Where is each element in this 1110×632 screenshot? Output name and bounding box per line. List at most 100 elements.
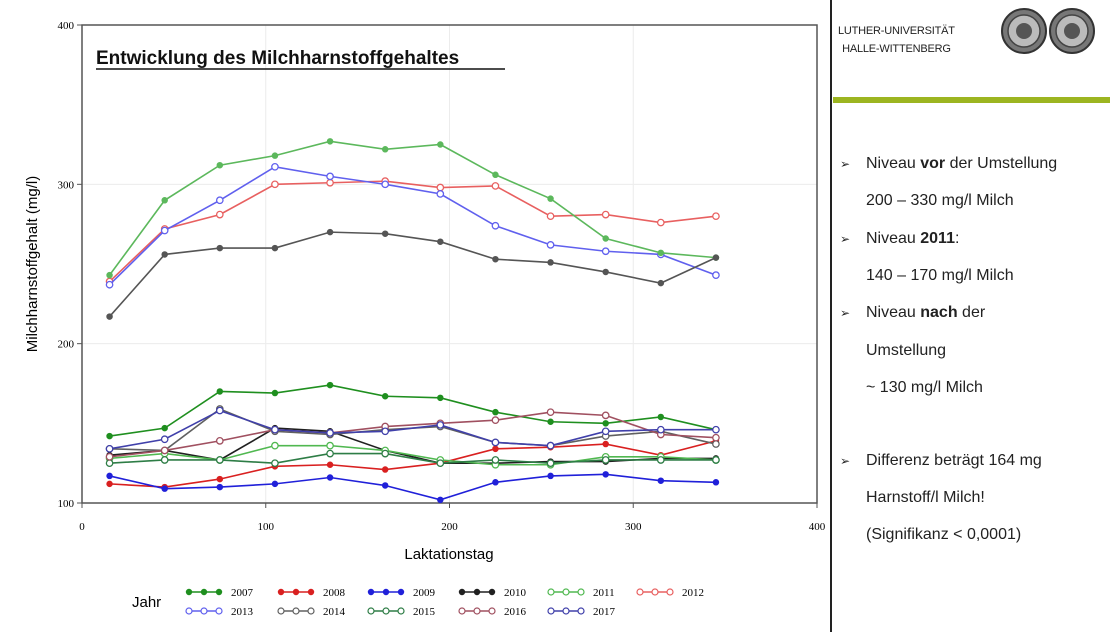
data-point (492, 255, 499, 263)
data-point (215, 196, 224, 205)
series-line (109, 384, 717, 437)
data-point (436, 421, 445, 429)
y-tick-label: 200 (58, 339, 75, 351)
note-1-text-end: der Umstellung (945, 155, 1058, 172)
data-point (491, 221, 500, 230)
note-3-bold: nach (920, 304, 958, 321)
data-point (105, 452, 114, 461)
series-2008 (106, 437, 720, 491)
note-2: ➢ Niveau 2011: (840, 230, 959, 248)
data-point (602, 268, 609, 276)
data-point (381, 146, 389, 153)
legend-label: 2009 (413, 587, 436, 599)
legend-marker (185, 607, 193, 615)
data-point (492, 171, 499, 179)
x-tick-label: 200 (441, 521, 458, 533)
data-point (381, 466, 389, 473)
data-point (326, 429, 334, 437)
legend-item: 2013 (185, 606, 254, 618)
legend-marker (277, 588, 285, 596)
series-2014 (105, 405, 720, 455)
legend-marker (215, 588, 223, 596)
data-point (216, 483, 224, 491)
data-point (271, 152, 279, 159)
data-point (437, 238, 444, 245)
x-tick-label: 400 (809, 521, 826, 533)
data-point (216, 161, 224, 169)
legend-item: 2007 (185, 587, 254, 599)
legend-marker (292, 607, 300, 615)
data-point (546, 459, 555, 468)
legend-marker (200, 607, 208, 615)
x-tick-label: 0 (79, 521, 85, 533)
note-1-detail: 200 – 330 mg/l Milch (866, 192, 1014, 209)
y-axis-title: Milchharnstoffgehalt (mg/l) (24, 176, 41, 352)
legend-label: 2011 (593, 587, 615, 599)
series-unlabeled (106, 138, 720, 279)
note-2-text: Niveau (866, 230, 921, 247)
data-point (712, 440, 720, 448)
data-point (326, 172, 334, 181)
legend-marker (651, 588, 659, 596)
note-3-detail-2: ~ 130 mg/l Milch (866, 379, 983, 396)
data-point (491, 182, 500, 190)
series-2012 (105, 177, 720, 286)
data-point (105, 444, 114, 453)
data-point (326, 441, 334, 450)
legend-item: 2009 (367, 587, 436, 599)
data-point (712, 479, 720, 486)
note-2-text-end: : (954, 230, 960, 247)
data-point (160, 456, 169, 464)
data-point (437, 141, 444, 148)
data-point (381, 230, 389, 237)
data-point (326, 138, 334, 145)
data-point (271, 389, 279, 397)
note-4: ➢ Differenz beträgt 164 mg (840, 452, 1042, 470)
data-point (215, 210, 224, 219)
arrow-icon: ➢ (840, 306, 851, 320)
x-axis-title: Laktationstag (404, 546, 493, 563)
legend-item: 2014 (277, 606, 346, 618)
data-point (271, 459, 279, 468)
legend-marker (307, 607, 315, 615)
note-2-detail: 140 – 170 mg/l Milch (866, 267, 1014, 284)
legend-label: 2013 (231, 606, 254, 618)
data-point (657, 477, 665, 484)
university-name-line2: HALLE-WITTENBERG (842, 43, 951, 55)
x-tick-label: 300 (625, 521, 642, 533)
data-point (602, 471, 609, 478)
data-point (491, 456, 500, 464)
data-point (106, 313, 113, 320)
legend-label: 2017 (593, 606, 616, 618)
legend-label: 2008 (323, 587, 346, 599)
data-point (216, 244, 224, 252)
legend-marker (577, 588, 585, 596)
data-point (326, 474, 334, 481)
x-tick-label: 100 (258, 521, 275, 533)
note-3-detail: Umstellung (866, 342, 947, 359)
data-point (326, 178, 334, 187)
legend-marker (382, 607, 390, 615)
series-2015 (105, 449, 720, 468)
data-point (657, 249, 665, 257)
data-point (271, 162, 279, 171)
data-point (546, 241, 555, 249)
data-point (105, 459, 114, 468)
data-point (437, 496, 444, 504)
legend-marker (473, 588, 481, 596)
data-point (656, 456, 665, 464)
legend-marker (367, 607, 375, 615)
data-point (161, 197, 168, 204)
series-line (108, 231, 717, 318)
data-point (546, 212, 555, 221)
series-layer (105, 138, 720, 504)
series-line (109, 180, 717, 283)
note-4-detail-2: (Signifikanz < 0,0001) (866, 526, 1022, 543)
data-point (381, 449, 390, 458)
data-point (436, 190, 445, 198)
note-3-text: Niveau (866, 304, 921, 321)
legend-item: 2017 (547, 606, 616, 618)
data-point (656, 425, 665, 434)
legend-marker (397, 588, 405, 596)
data-point (216, 388, 224, 395)
